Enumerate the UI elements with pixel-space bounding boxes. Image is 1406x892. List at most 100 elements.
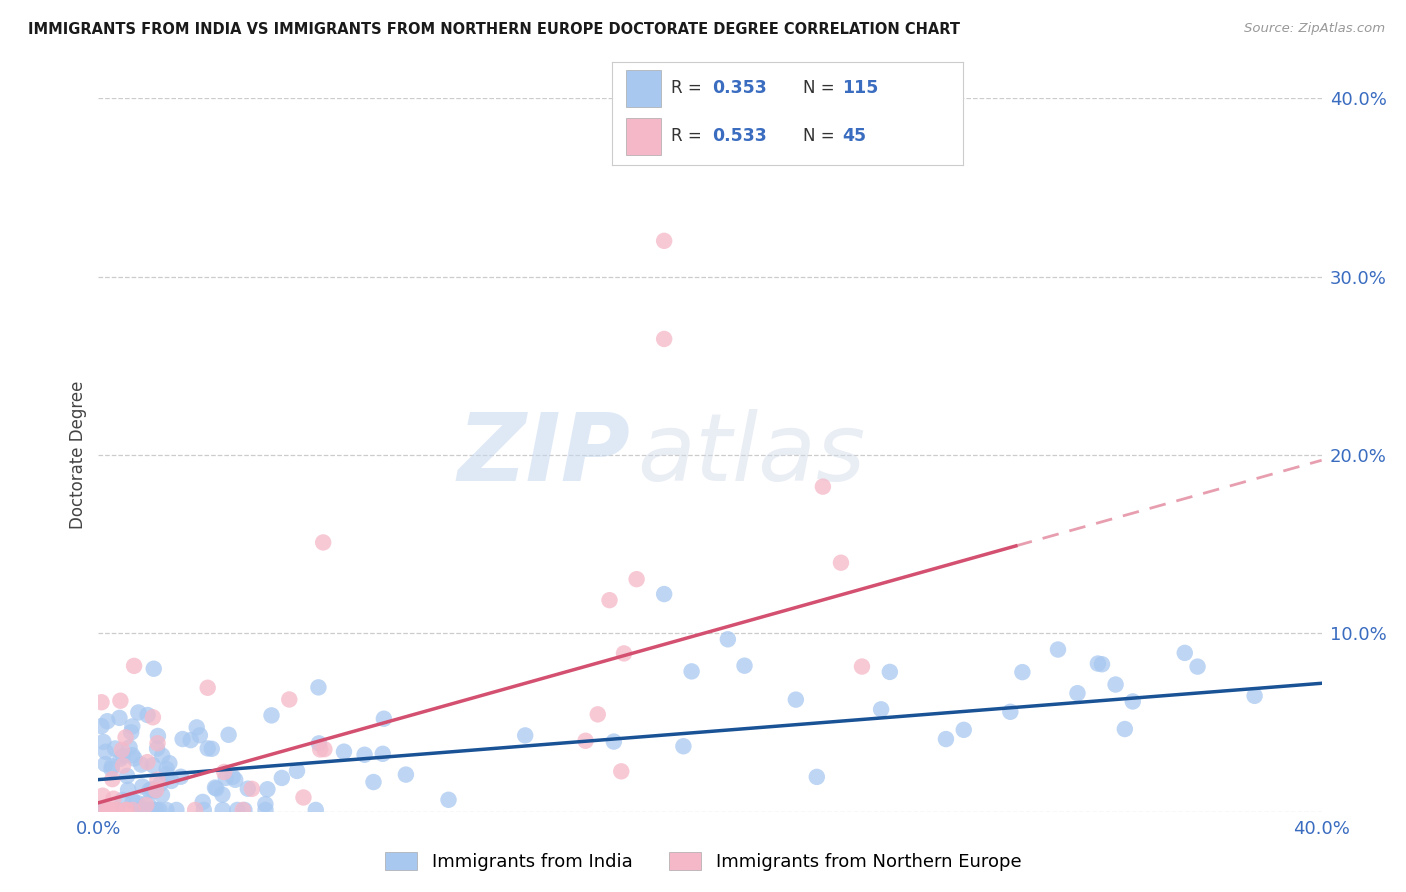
Point [785,692,807,706]
Point [121,748,143,763]
Point [142,803,165,817]
Point [111,743,134,757]
Point [146,772,169,787]
Point [186,720,208,734]
Point [142,662,165,676]
Point [254,797,277,811]
Point [1087,657,1109,671]
Text: atlas: atlas [637,409,865,500]
Point [100,803,122,817]
Point [105,803,128,817]
Point [830,556,852,570]
Point [204,780,226,795]
Point [285,764,308,778]
Point [201,741,224,756]
Point [598,593,620,607]
Point [122,794,145,808]
Point [110,694,132,708]
Text: ZIP: ZIP [457,409,630,501]
Point [256,782,278,797]
Point [145,803,167,817]
Point [232,803,254,817]
Point [98,803,121,817]
Text: 0.353: 0.353 [711,79,766,97]
Point [681,665,703,679]
Point [184,803,207,817]
Point [157,756,180,771]
Point [197,681,219,695]
Point [125,796,148,810]
Point [224,772,246,787]
Point [314,742,336,756]
Point [104,741,127,756]
Text: R =: R = [672,128,707,145]
Point [170,770,193,784]
Point [155,762,177,776]
Point [105,803,128,817]
Point [734,658,756,673]
Point [717,632,740,647]
Point [205,781,228,796]
Point [112,758,135,772]
Text: R =: R = [672,79,707,97]
Point [308,736,330,750]
Point [278,692,301,706]
Point [870,702,893,716]
Point [150,788,173,802]
Point [94,745,117,759]
Point [96,803,118,817]
Point [211,803,233,817]
Point [652,587,675,601]
Point [117,783,139,797]
Point [312,535,335,549]
Point [135,798,157,813]
Point [142,710,165,724]
Point [197,741,219,756]
Point [90,695,112,709]
Point [136,708,159,723]
Point [193,803,215,817]
Point [1174,646,1197,660]
Point [218,728,240,742]
Text: N =: N = [803,128,839,145]
Point [226,803,249,817]
Point [91,803,114,817]
Point [309,742,332,756]
Point [215,771,238,785]
Point [103,791,125,805]
Point [93,735,115,749]
Point [1046,642,1069,657]
Y-axis label: Doctorate Degree: Doctorate Degree [69,381,87,529]
Point [136,755,159,769]
Point [111,748,134,763]
Point [146,729,169,743]
Point [120,725,142,739]
Point [613,647,636,661]
Point [811,480,834,494]
Point [373,712,395,726]
Point [122,658,145,673]
Point [1122,694,1144,708]
Text: IMMIGRANTS FROM INDIA VS IMMIGRANTS FROM NORTHERN EUROPE DOCTORATE DEGREE CORREL: IMMIGRANTS FROM INDIA VS IMMIGRANTS FROM… [28,22,960,37]
Text: Source: ZipAtlas.com: Source: ZipAtlas.com [1244,22,1385,36]
Point [222,770,245,784]
Point [136,796,159,810]
Point [90,719,112,733]
Point [101,759,124,773]
Point [1000,705,1022,719]
Point [574,733,596,747]
Point [104,803,127,817]
Point [131,780,153,794]
Point [191,795,214,809]
Point [212,764,235,779]
Point [1091,657,1114,672]
Text: 0.533: 0.533 [711,128,766,145]
Point [260,708,283,723]
Point [136,803,159,817]
Point [211,788,233,802]
Point [188,728,211,742]
Point [115,769,138,783]
Point [935,732,957,747]
Point [371,747,394,761]
Point [180,733,202,747]
